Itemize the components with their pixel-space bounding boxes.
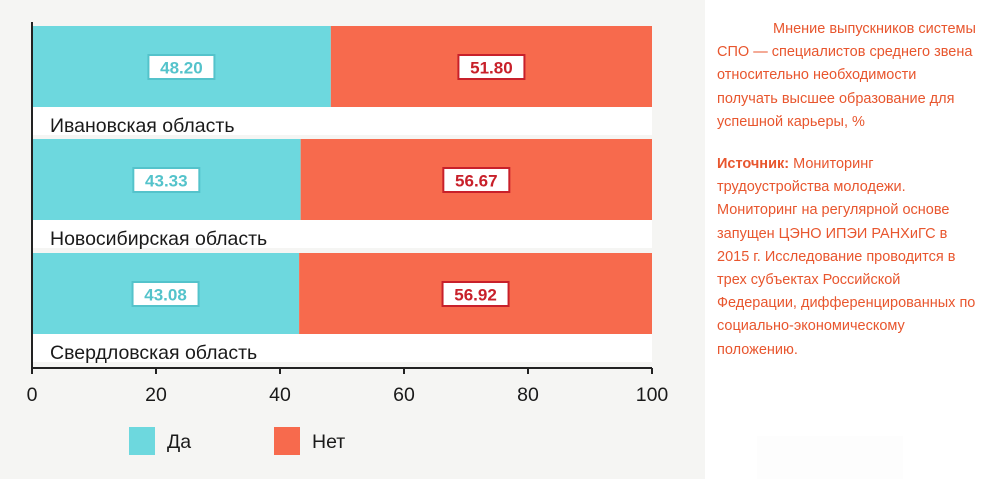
data-label-нет-3: 56.92 (454, 286, 497, 305)
data-label-нет-1: 51.80 (470, 59, 513, 78)
x-tick-label-0: 0 (27, 384, 38, 406)
data-label-да-3: 43.08 (144, 286, 187, 305)
x-tick-label-20: 20 (145, 384, 167, 406)
data-label-box-нет-1 (457, 54, 526, 80)
blank-area (757, 436, 903, 479)
data-label-да-1: 48.20 (160, 59, 203, 78)
chart-description-panel: Мнение выпускников системы СПО — специал… (717, 18, 979, 362)
stacked-bar-chart: 48.20 51.80 Ивановская область 43.33 56.67 Но… (27, 22, 669, 455)
legend-label-да: Да (167, 431, 191, 453)
chart-panel: 48.20 51.80 Ивановская область 43.33 56.67 Но… (0, 0, 705, 479)
source-note: Источник: Мониторинг трудоустройства мол… (717, 153, 979, 362)
legend-swatch-нет (274, 427, 300, 455)
legend-label-нет: Нет (312, 431, 345, 453)
data-label-box-да-2 (132, 167, 201, 193)
x-tick-label-60: 60 (393, 384, 415, 406)
source-text: Мониторинг трудоустройства молодежи. Мон… (717, 156, 976, 358)
category-label-1: Ивановская область (50, 115, 235, 137)
data-label-box-нет-3 (441, 281, 510, 307)
chart-description: Мнение выпускников системы СПО — специал… (717, 21, 976, 130)
data-label-box-да-3 (131, 281, 200, 307)
x-tick-label-100: 100 (636, 384, 669, 406)
data-label-box-нет-2 (442, 167, 511, 193)
legend-swatch-да (129, 427, 155, 455)
data-label-нет-2: 56.67 (455, 172, 498, 191)
category-label-2: Новосибирская область (50, 228, 267, 250)
category-label-3: Свердловская область (50, 342, 257, 364)
data-label-да-2: 43.33 (145, 172, 188, 191)
data-label-box-да-1 (147, 54, 216, 80)
x-tick-label-80: 80 (517, 384, 539, 406)
x-tick-label-40: 40 (269, 384, 291, 406)
source-label: Источник: (717, 156, 790, 173)
